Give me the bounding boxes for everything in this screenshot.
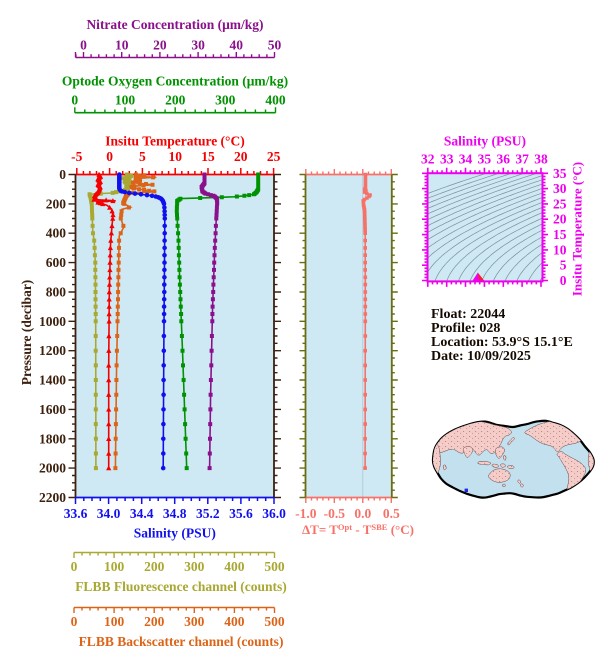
svg-text:FLBB Fluorescence channel (cou: FLBB Fluorescence channel (counts) bbox=[75, 579, 287, 594]
svg-text:Date: 10/09/2025: Date: 10/09/2025 bbox=[431, 349, 531, 364]
svg-text:36.0: 36.0 bbox=[262, 506, 286, 521]
svg-text:Location: 53.9°S 15.1°E: Location: 53.9°S 15.1°E bbox=[431, 335, 573, 350]
svg-text:32: 32 bbox=[421, 152, 435, 167]
svg-text:800: 800 bbox=[46, 285, 67, 300]
svg-text:35.6: 35.6 bbox=[229, 506, 253, 521]
svg-text:1000: 1000 bbox=[39, 314, 66, 329]
svg-text:400: 400 bbox=[265, 93, 286, 108]
svg-text:400: 400 bbox=[224, 614, 245, 629]
svg-text:5: 5 bbox=[560, 258, 567, 273]
svg-text:-0.5: -0.5 bbox=[324, 506, 346, 521]
svg-text:400: 400 bbox=[46, 226, 67, 241]
svg-text:FLBB Backscatter channel (coun: FLBB Backscatter channel (counts) bbox=[79, 634, 284, 649]
svg-text:20: 20 bbox=[153, 38, 167, 53]
svg-text:100: 100 bbox=[104, 614, 125, 629]
svg-text:10: 10 bbox=[553, 242, 567, 257]
svg-text:20: 20 bbox=[553, 212, 567, 227]
svg-text:15: 15 bbox=[201, 149, 215, 164]
svg-text:1600: 1600 bbox=[39, 402, 66, 417]
svg-text:5: 5 bbox=[139, 149, 146, 164]
svg-text:500: 500 bbox=[264, 559, 285, 574]
svg-text:10: 10 bbox=[115, 38, 129, 53]
svg-text:30: 30 bbox=[553, 181, 567, 196]
svg-text:36: 36 bbox=[497, 152, 511, 167]
svg-text:33: 33 bbox=[440, 152, 454, 167]
svg-text:2200: 2200 bbox=[39, 490, 66, 505]
svg-text:Profile: 028: Profile: 028 bbox=[431, 321, 500, 336]
svg-text:Optode Oxygen Concentration (μ: Optode Oxygen Concentration (μm/kg) bbox=[62, 74, 288, 89]
svg-text:20: 20 bbox=[234, 149, 248, 164]
svg-text:15: 15 bbox=[553, 227, 567, 242]
svg-text:35: 35 bbox=[478, 152, 492, 167]
svg-text:40: 40 bbox=[230, 38, 244, 53]
svg-text:Float: 22044: Float: 22044 bbox=[431, 307, 505, 322]
svg-text:100: 100 bbox=[104, 559, 125, 574]
svg-text:35: 35 bbox=[553, 166, 567, 181]
svg-text:200: 200 bbox=[144, 559, 165, 574]
svg-text:25: 25 bbox=[553, 196, 567, 211]
svg-text:200: 200 bbox=[46, 196, 67, 211]
svg-text:1200: 1200 bbox=[39, 343, 66, 358]
svg-text:35.2: 35.2 bbox=[196, 506, 220, 521]
svg-text:300: 300 bbox=[184, 614, 205, 629]
svg-text:500: 500 bbox=[264, 614, 285, 629]
svg-text:Insitu Temperature (°C): Insitu Temperature (°C) bbox=[570, 162, 585, 296]
svg-text:Insitu Temperature (°C): Insitu Temperature (°C) bbox=[105, 134, 244, 149]
svg-text:0: 0 bbox=[71, 614, 78, 629]
svg-text:1400: 1400 bbox=[39, 373, 66, 388]
svg-text:0: 0 bbox=[80, 38, 87, 53]
svg-text:50: 50 bbox=[268, 38, 282, 53]
svg-text:2000: 2000 bbox=[39, 461, 66, 476]
svg-text:ΔT= TOpt - TSBE (°C): ΔT= TOpt - TSBE (°C) bbox=[302, 522, 414, 537]
svg-text:38: 38 bbox=[534, 152, 548, 167]
svg-text:37: 37 bbox=[515, 152, 529, 167]
svg-text:-1.0: -1.0 bbox=[295, 506, 317, 521]
svg-text:1800: 1800 bbox=[39, 431, 66, 446]
svg-text:Nitrate Concentration (μm/kg): Nitrate Concentration (μm/kg) bbox=[86, 17, 263, 32]
svg-text:Salinity (PSU): Salinity (PSU) bbox=[444, 134, 526, 149]
svg-text:200: 200 bbox=[144, 614, 165, 629]
svg-text:0.5: 0.5 bbox=[383, 506, 400, 521]
svg-text:300: 300 bbox=[215, 93, 236, 108]
svg-text:0: 0 bbox=[560, 273, 567, 288]
svg-text:0: 0 bbox=[106, 149, 113, 164]
svg-text:400: 400 bbox=[224, 559, 245, 574]
svg-text:0: 0 bbox=[71, 93, 78, 108]
svg-text:30: 30 bbox=[191, 38, 205, 53]
svg-text:34.8: 34.8 bbox=[163, 506, 187, 521]
svg-text:Pressure (decibar): Pressure (decibar) bbox=[19, 280, 34, 386]
svg-text:33.6: 33.6 bbox=[64, 506, 88, 521]
svg-text:-5: -5 bbox=[71, 149, 82, 164]
svg-text:0: 0 bbox=[59, 167, 66, 182]
svg-text:34: 34 bbox=[459, 152, 473, 167]
svg-text:100: 100 bbox=[115, 93, 136, 108]
svg-text:25: 25 bbox=[267, 149, 281, 164]
svg-text:200: 200 bbox=[165, 93, 186, 108]
svg-text:0: 0 bbox=[71, 559, 78, 574]
svg-text:0.0: 0.0 bbox=[354, 506, 371, 521]
svg-text:300: 300 bbox=[184, 559, 205, 574]
svg-text:Salinity (PSU): Salinity (PSU) bbox=[134, 526, 216, 541]
svg-text:34.4: 34.4 bbox=[130, 506, 154, 521]
svg-text:600: 600 bbox=[46, 255, 67, 270]
svg-text:34.0: 34.0 bbox=[97, 506, 121, 521]
svg-text:10: 10 bbox=[168, 149, 182, 164]
